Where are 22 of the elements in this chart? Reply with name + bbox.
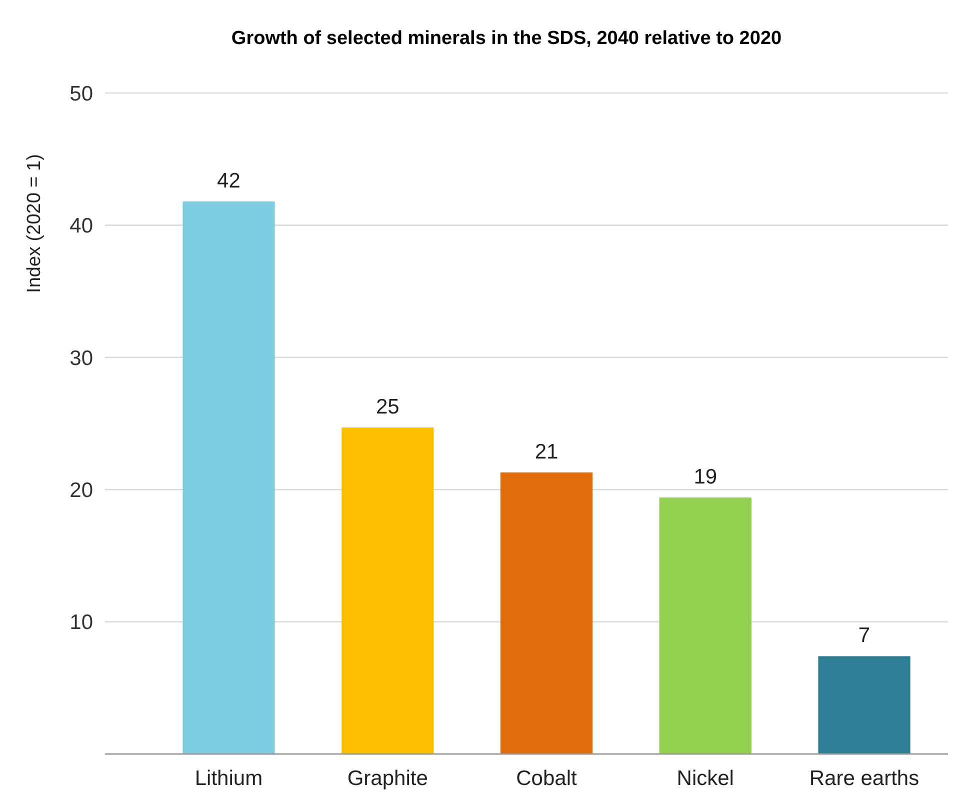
- bar: [342, 427, 434, 754]
- y-axis-title: Index (2020 = 1): [24, 154, 45, 293]
- y-tick-label: 50: [70, 82, 93, 106]
- bar: [818, 656, 910, 754]
- data-label: 25: [376, 395, 400, 418]
- y-tick-label: 40: [70, 214, 93, 238]
- y-tick-label: 20: [70, 478, 93, 502]
- data-label: 21: [534, 440, 558, 464]
- x-tick-label: Lithium: [194, 767, 263, 790]
- data-label: 7: [858, 624, 870, 648]
- y-tick-label: 10: [70, 611, 93, 634]
- bar: [500, 472, 593, 754]
- x-tick-label: Nickel: [676, 767, 734, 790]
- x-tick-label: Graphite: [347, 767, 428, 790]
- data-label: 19: [694, 466, 718, 489]
- x-tick-label: Cobalt: [516, 767, 578, 790]
- data-label: 42: [217, 169, 240, 192]
- y-tick-label: 30: [70, 346, 93, 370]
- x-tick-label: Rare earths: [809, 767, 920, 790]
- bar: [659, 498, 752, 754]
- bar: [182, 201, 275, 754]
- chart-title: Growth of selected minerals in the SDS, 2040 relative to 2020: [231, 28, 782, 49]
